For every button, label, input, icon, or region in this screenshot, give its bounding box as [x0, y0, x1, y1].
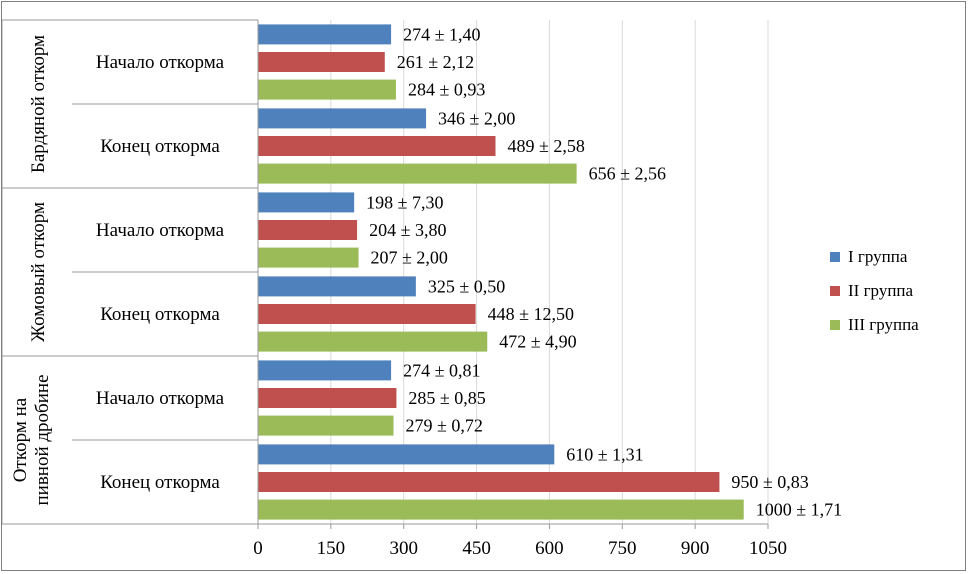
chart: Начало откорма 274 ± 1,40 261 ± 2,12 284 ± … — [0, 0, 969, 574]
legend: I группа II группа III группа — [830, 240, 919, 342]
bar-label-g2-s2-2: 448 ± 12,50 — [488, 304, 574, 324]
x-tick-label-450: 450 — [462, 538, 491, 559]
bar-label-g1-s2-2: 489 ± 2,58 — [508, 136, 585, 156]
group-label-1: Бардяной откорм — [28, 35, 49, 173]
bar-g3-s2-1 — [258, 444, 554, 464]
bar-label-g3-s2-3: 1000 ± 1,71 — [756, 500, 842, 520]
bar-g1-s1-1 — [258, 24, 391, 44]
subgroup-label-2-2: Конец откорма — [100, 304, 220, 325]
bar-label-g3-s1-1: 274 ± 0,81 — [403, 360, 480, 380]
legend-swatch-2 — [830, 286, 840, 296]
bar-label-g3-s2-2: 950 ± 0,83 — [731, 472, 808, 492]
bar-label-g1-s2-3: 656 ± 2,56 — [589, 164, 666, 184]
bar-g1-s1-2 — [258, 52, 385, 72]
group-label-2: Жомовый откорм — [28, 202, 49, 342]
x-tick-label-1050: 1050 — [749, 538, 787, 559]
bar-label-g1-s1-3: 284 ± 0,93 — [408, 80, 485, 100]
legend-label-1: I группа — [848, 247, 907, 267]
bar-g1-s2-3 — [258, 164, 577, 184]
bar-label-g3-s2-1: 610 ± 1,31 — [566, 444, 643, 464]
bar-g1-s2-1 — [258, 108, 426, 128]
legend-swatch-3 — [830, 320, 840, 330]
bar-label-g2-s1-2: 204 ± 3,80 — [369, 220, 446, 240]
bar-label-g1-s1-1: 274 ± 1,40 — [403, 24, 480, 44]
bar-label-g2-s2-3: 472 ± 4,90 — [499, 332, 576, 352]
bar-label-g2-s2-1: 325 ± 0,50 — [428, 276, 505, 296]
bar-g2-s2-2 — [258, 304, 476, 324]
bar-g3-s1-3 — [258, 416, 394, 436]
x-tick-label-300: 300 — [389, 538, 418, 559]
bar-label-g3-s1-3: 279 ± 0,72 — [406, 416, 483, 436]
legend-item-1: I группа — [830, 240, 919, 274]
bar-g3-s2-2 — [258, 472, 719, 492]
bar-g2-s1-2 — [258, 220, 357, 240]
x-tick-label-0: 0 — [253, 538, 263, 559]
subgroup-label-1-1: Начало откорма — [96, 52, 225, 73]
x-tick-label-150: 150 — [317, 538, 346, 559]
x-tick-label-750: 750 — [608, 538, 637, 559]
subgroup-label-3-2: Конец откорма — [100, 472, 220, 493]
bar-label-g1-s1-2: 261 ± 2,12 — [397, 52, 474, 72]
subgroup-label-1-2: Конец откорма — [100, 136, 220, 157]
subgroup-label-3-1: Начало откорма — [96, 388, 225, 409]
x-tick-label-900: 900 — [681, 538, 710, 559]
legend-label-3: III группа — [848, 315, 919, 335]
bar-g1-s2-2 — [258, 136, 496, 156]
bar-g3-s1-1 — [258, 360, 391, 380]
group-label-3: Откорм напивной дробине — [10, 375, 53, 506]
bar-g2-s2-1 — [258, 276, 416, 296]
legend-item-2: II группа — [830, 274, 919, 308]
legend-swatch-1 — [830, 252, 840, 262]
bar-label-g2-s1-1: 198 ± 7,30 — [366, 192, 443, 212]
x-tick-label-600: 600 — [535, 538, 564, 559]
bar-g3-s1-2 — [258, 388, 396, 408]
legend-item-3: III группа — [830, 308, 919, 342]
bar-g3-s2-3 — [258, 500, 744, 520]
bar-g1-s1-3 — [258, 80, 396, 100]
bar-label-g1-s2-1: 346 ± 2,00 — [438, 108, 515, 128]
bar-g2-s1-3 — [258, 248, 359, 268]
legend-label-2: II группа — [848, 281, 913, 301]
bar-label-g2-s1-3: 207 ± 2,00 — [371, 248, 448, 268]
bar-g2-s1-1 — [258, 192, 354, 212]
subgroup-label-2-1: Начало откорма — [96, 220, 225, 241]
bar-label-g3-s1-2: 285 ± 0,85 — [408, 388, 485, 408]
bar-g2-s2-3 — [258, 332, 487, 352]
